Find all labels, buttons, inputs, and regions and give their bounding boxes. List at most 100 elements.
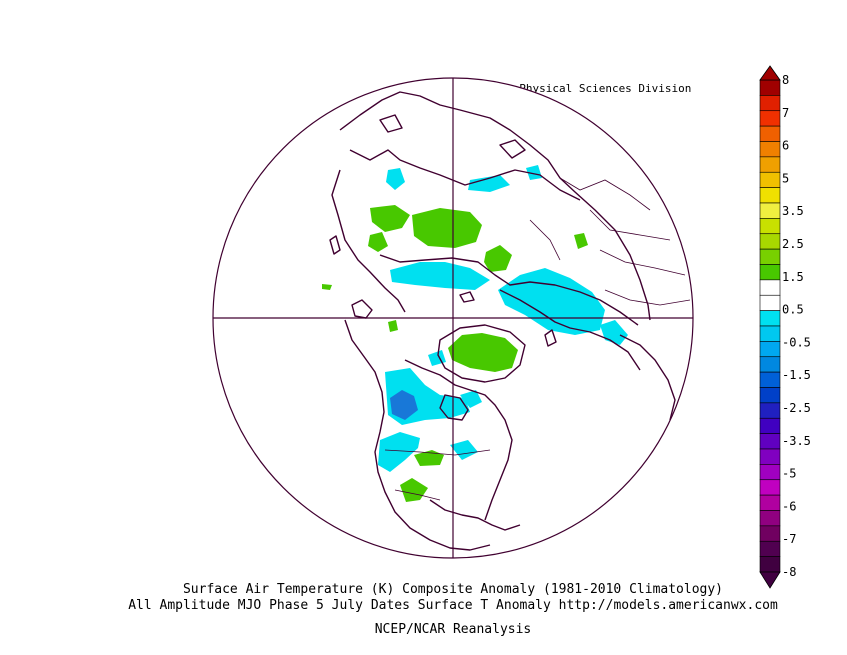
colorbar-swatch <box>759 556 781 573</box>
cool-anomaly-kamchatka <box>386 168 405 190</box>
colorbar-swatch <box>759 110 781 127</box>
colorbar-swatch <box>759 248 781 265</box>
warm-anomaly-asia-1 <box>368 232 388 252</box>
colorbar-label: -7 <box>782 532 796 546</box>
colorbar-swatch <box>759 387 781 404</box>
coastline-greenland <box>437 324 526 383</box>
coastline-islands-3 <box>459 291 475 303</box>
colorbar-swatch <box>759 218 781 235</box>
warm-anomaly-mexico <box>400 478 428 502</box>
border-5 <box>384 449 491 456</box>
colorbar-swatch <box>759 433 781 450</box>
coastline-asia-east <box>331 169 406 313</box>
cool-anomaly-baffin <box>460 390 482 408</box>
colorbar-swatch <box>759 233 781 250</box>
coastline-eurasia <box>339 91 651 321</box>
coastline-north-america <box>344 319 491 551</box>
coastline-japan <box>329 235 341 255</box>
colorbar-label: -0.5 <box>782 335 811 349</box>
coastline-uk <box>544 329 557 347</box>
colorbar-swatch <box>759 202 781 219</box>
caption-line-1: Surface Air Temperature (K) Composite An… <box>183 582 723 597</box>
warm-anomaly-siberia <box>412 208 482 248</box>
caption-line-2: All Amplitude MJO Phase 5 July Dates Sur… <box>128 598 778 613</box>
colorbar-label: -3.5 <box>782 434 811 448</box>
coastline-africa <box>619 334 676 421</box>
colorbar-swatch <box>759 279 781 296</box>
coastline-hudson-bay <box>439 394 469 421</box>
warm-anomaly-central-asia <box>484 245 512 272</box>
coastline-gulf <box>429 499 521 531</box>
warm-anomaly-far-east <box>370 205 410 232</box>
cool-anomaly-plains <box>450 440 478 460</box>
colorbar-label: 5 <box>782 171 789 185</box>
colorbar-label: 2.5 <box>782 237 804 251</box>
caption-line-3: NCEP/NCAR Reanalysis <box>375 622 532 637</box>
warm-anomaly-greenland <box>448 333 518 372</box>
warm-anomaly-arctic-2 <box>388 320 398 332</box>
cool-anomaly-russia <box>526 165 542 180</box>
colorbar-label: 6 <box>782 139 789 153</box>
colorbar-swatch <box>759 325 781 342</box>
colorbar-swatch <box>759 479 781 496</box>
borders <box>384 177 691 501</box>
colorbar-bottom-arrow <box>759 571 781 589</box>
cool-anomaly-siberia-2 <box>468 175 510 192</box>
coastline-europe <box>499 289 641 371</box>
coastline-arctic-ocean <box>379 254 639 326</box>
colorbar-label: -2.5 <box>782 401 811 415</box>
colorbar-swatch <box>759 95 781 112</box>
coastline-islands-1 <box>499 139 526 159</box>
border-7 <box>529 219 561 261</box>
colorbar-swatch <box>759 464 781 481</box>
strong-cool-anomaly <box>390 390 418 420</box>
colorbar-swatch <box>759 402 781 419</box>
warm-anomaly-india <box>574 233 588 249</box>
colorbar-swatch <box>759 171 781 188</box>
colorbar-swatch <box>759 79 781 96</box>
colorbar-swatches <box>759 79 781 573</box>
colorbar-swatch <box>759 371 781 388</box>
colorbar-swatch <box>759 310 781 327</box>
colorbar-swatch <box>759 125 781 142</box>
colorbar-label: 8 <box>782 73 789 87</box>
colorbar-label: 7 <box>782 106 789 120</box>
colorbar-labels: 8 7 6 5 3.5 2.5 1.5 0.5 -0.5 -1.5 -2.5 -3.5 -5 -6 -7 -8 <box>782 73 811 579</box>
colorbar-top-arrow <box>759 65 781 81</box>
colorbar-swatch <box>759 525 781 542</box>
colorbar-label: -8 <box>782 565 796 579</box>
warm-anomaly-usa <box>414 450 444 466</box>
cool-anomaly-usa <box>378 432 420 472</box>
colorbar-swatch <box>759 510 781 527</box>
colorbar-swatch <box>759 187 781 204</box>
colorbar-swatch <box>759 141 781 158</box>
coastline-hudson <box>404 359 513 521</box>
colorbar-swatch <box>759 417 781 434</box>
colorbar-label: 1.5 <box>782 270 804 284</box>
colorbar-label: 0.5 <box>782 303 804 317</box>
colorbar-swatch <box>759 494 781 511</box>
colorbar-label: -1.5 <box>782 368 811 382</box>
colorbar-swatch <box>759 540 781 557</box>
border-4 <box>604 289 691 306</box>
colorbar: 8 7 6 5 3.5 2.5 1.5 0.5 -0.5 -1.5 -2.5 -3.5 -5 -6 -7 -8 <box>759 65 811 589</box>
colorbar-swatch <box>759 294 781 311</box>
anomaly-fields <box>322 165 628 502</box>
grid <box>213 78 693 558</box>
colorbar-label: 3.5 <box>782 204 804 218</box>
coastline-alaska <box>351 299 373 319</box>
colorbar-label: -5 <box>782 467 796 481</box>
colorbar-swatch <box>759 264 781 281</box>
border-2 <box>589 209 671 241</box>
colorbar-swatch <box>759 341 781 358</box>
warm-anomaly-bering <box>322 284 332 290</box>
border-1 <box>559 177 651 211</box>
colorbar-swatch <box>759 448 781 465</box>
border-6 <box>394 489 441 501</box>
border-3 <box>599 249 686 276</box>
polar-map <box>212 77 694 559</box>
colorbar-label: -6 <box>782 499 796 513</box>
cool-anomaly-arctic <box>390 262 490 290</box>
colorbar-swatch <box>759 356 781 373</box>
